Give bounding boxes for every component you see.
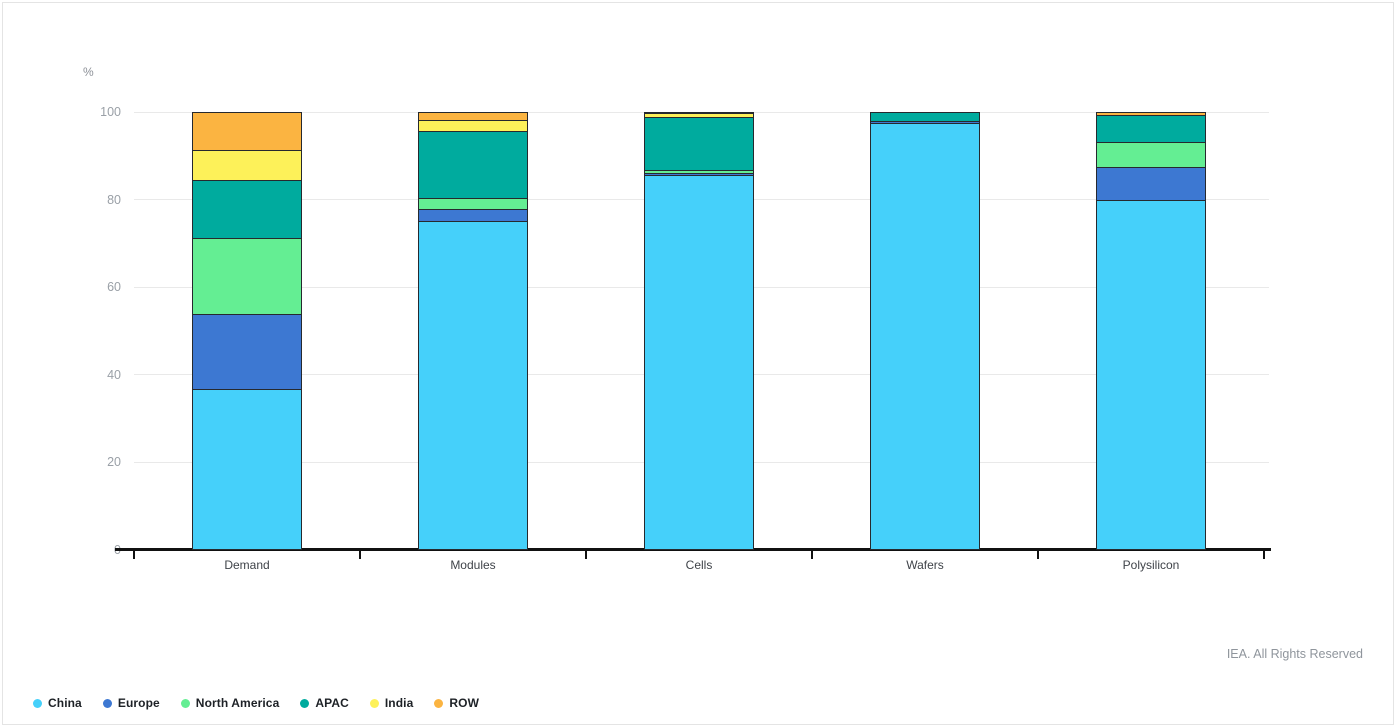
bar-segment-demand-north-america[interactable] <box>192 238 302 315</box>
bar-segment-wafers-europe[interactable] <box>870 121 980 125</box>
bar-segment-cells-north-america[interactable] <box>644 171 754 174</box>
bar-segment-modules-europe[interactable] <box>418 210 528 222</box>
bar-segment-cells-europe[interactable] <box>644 173 754 177</box>
legend-swatch-icon-europe <box>102 698 112 708</box>
x-axis-tick <box>359 550 361 559</box>
y-axis-unit-label: % <box>83 65 94 79</box>
bar-segment-demand-apac[interactable] <box>192 180 302 239</box>
x-axis-tick <box>1263 550 1265 559</box>
x-axis-tick <box>133 550 135 559</box>
bar-segment-modules-china[interactable] <box>418 221 528 550</box>
bar-polysilicon <box>1096 112 1206 550</box>
legend-label-india: India <box>384 696 414 710</box>
legend-swatch-icon-north-america <box>180 698 190 708</box>
bar-segment-demand-india[interactable] <box>192 150 302 181</box>
y-tick-label-60: 60 <box>107 280 121 294</box>
bar-segment-cells-row[interactable] <box>644 112 754 114</box>
bar-segment-polysilicon-apac[interactable] <box>1096 115 1206 144</box>
x-axis-tick <box>811 550 813 559</box>
chart-legend: China Europe North America APAC India ROW <box>33 696 479 710</box>
legend-label-europe: Europe <box>117 696 160 710</box>
legend-label-apac: APAC <box>315 696 349 710</box>
bar-segment-cells-india[interactable] <box>644 114 754 119</box>
legend-item-china[interactable]: China <box>33 696 82 710</box>
y-tick-label-40: 40 <box>107 367 121 382</box>
y-tick-label-100: 100 <box>100 105 121 119</box>
legend-swatch-icon-china <box>33 698 42 708</box>
bar-cells <box>644 112 754 550</box>
y-tick-label-80: 80 <box>107 192 121 207</box>
category-label-wafers: Wafers <box>906 558 944 572</box>
bar-modules <box>418 112 528 550</box>
legend-swatch-icon-apac <box>300 698 310 708</box>
stacked-bar-chart: % 020406080100DemandModulesCellsWafersPo… <box>3 3 1393 724</box>
bar-segment-wafers-apac[interactable] <box>870 112 980 122</box>
bar-segment-polysilicon-china[interactable] <box>1096 201 1206 550</box>
category-label-polysilicon: Polysilicon <box>1122 558 1180 572</box>
bar-segment-polysilicon-north-america[interactable] <box>1096 143 1206 168</box>
category-label-demand: Demand <box>224 558 270 572</box>
bar-segment-wafers-china[interactable] <box>870 124 980 550</box>
bar-segment-demand-china[interactable] <box>192 390 302 550</box>
bar-segment-cells-china[interactable] <box>644 176 754 550</box>
legend-label-china: China <box>48 696 82 710</box>
bar-demand <box>192 112 302 550</box>
legend-item-apac[interactable]: APAC <box>300 696 349 710</box>
bar-segment-modules-north-america[interactable] <box>418 198 528 210</box>
x-axis-tick <box>1037 550 1039 559</box>
bar-wafers <box>870 112 980 550</box>
bar-segment-polysilicon-europe[interactable] <box>1096 167 1206 202</box>
bar-segment-demand-europe[interactable] <box>192 315 302 391</box>
legend-label-row: ROW <box>449 696 480 710</box>
bar-segment-demand-row[interactable] <box>192 112 302 151</box>
category-label-cells: Cells <box>685 558 713 572</box>
legend-label-north-america: North America <box>195 696 280 710</box>
x-axis-tick <box>585 550 587 559</box>
y-tick-label-20: 20 <box>107 455 121 469</box>
bar-segment-cells-apac[interactable] <box>644 118 754 172</box>
bar-segment-modules-apac[interactable] <box>418 131 528 199</box>
legend-item-india[interactable]: India <box>369 696 414 710</box>
category-label-modules: Modules <box>450 558 496 572</box>
bar-segment-polysilicon-row[interactable] <box>1096 112 1206 116</box>
bar-segment-modules-row[interactable] <box>418 112 528 121</box>
legend-item-europe[interactable]: Europe <box>102 696 160 710</box>
legend-item-row[interactable]: ROW <box>434 696 479 710</box>
legend-item-north-america[interactable]: North America <box>180 696 280 710</box>
legend-swatch-icon-india <box>369 698 379 708</box>
bar-segment-modules-india[interactable] <box>418 120 528 132</box>
copyright-credit: IEA. All Rights Reserved <box>1226 647 1363 661</box>
legend-swatch-icon-row <box>434 698 444 708</box>
